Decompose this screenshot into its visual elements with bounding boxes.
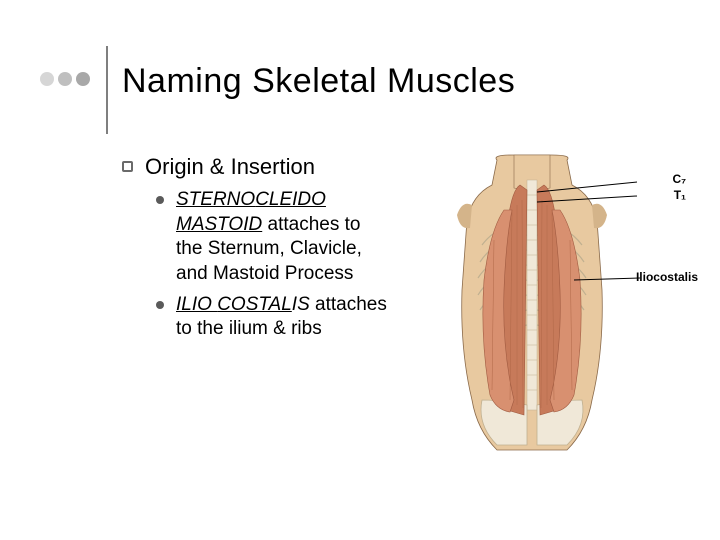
emphasis-text: STERNO — [176, 189, 255, 210]
emphasis-text: IS — [292, 294, 310, 315]
emphasis-text: COSTAL — [217, 294, 292, 315]
dot-icon — [58, 72, 72, 86]
label-t1: T₁ — [674, 188, 686, 202]
label-iliocostalis: Iliocostalis — [636, 270, 698, 284]
slide-title: Naming Skeletal Muscles — [122, 62, 515, 101]
round-bullet-icon — [156, 301, 164, 309]
square-bullet-icon — [122, 161, 133, 172]
content-area: Origin & Insertion STERNOCLEIDO MASTOID … — [122, 154, 392, 348]
label-c7: C₇ — [673, 172, 686, 186]
level1-text: Origin & Insertion — [145, 154, 315, 180]
emphasis-text: ILIO — [176, 294, 217, 315]
spine — [527, 180, 537, 410]
anatomy-svg — [442, 150, 692, 460]
emphasis-text: CLEIDO — [255, 189, 326, 210]
bullet-level2: STERNOCLEIDO MASTOID attaches to the Ste… — [156, 188, 392, 287]
level2-text: STERNOCLEIDO MASTOID attaches to the Ste… — [176, 188, 392, 287]
shoulder-right — [592, 204, 607, 228]
header-area: Naming Skeletal Muscles — [0, 28, 720, 108]
level2-text: ILIO COSTALIS attaches to the ilium & ri… — [176, 293, 392, 342]
emphasis-text: MASTOID — [176, 214, 262, 235]
dot-icon — [40, 72, 54, 86]
round-bullet-icon — [156, 196, 164, 204]
slide: Naming Skeletal Muscles Origin & Inserti… — [0, 0, 720, 540]
header-dots — [40, 72, 90, 86]
bullet-level1: Origin & Insertion — [122, 154, 392, 180]
anatomy-image: C₇ T₁ Iliocostalis — [442, 150, 692, 460]
bullet-level2: ILIO COSTALIS attaches to the ilium & ri… — [156, 293, 392, 342]
vertical-divider — [106, 46, 108, 134]
dot-icon — [76, 72, 90, 86]
shoulder-left — [457, 204, 472, 228]
